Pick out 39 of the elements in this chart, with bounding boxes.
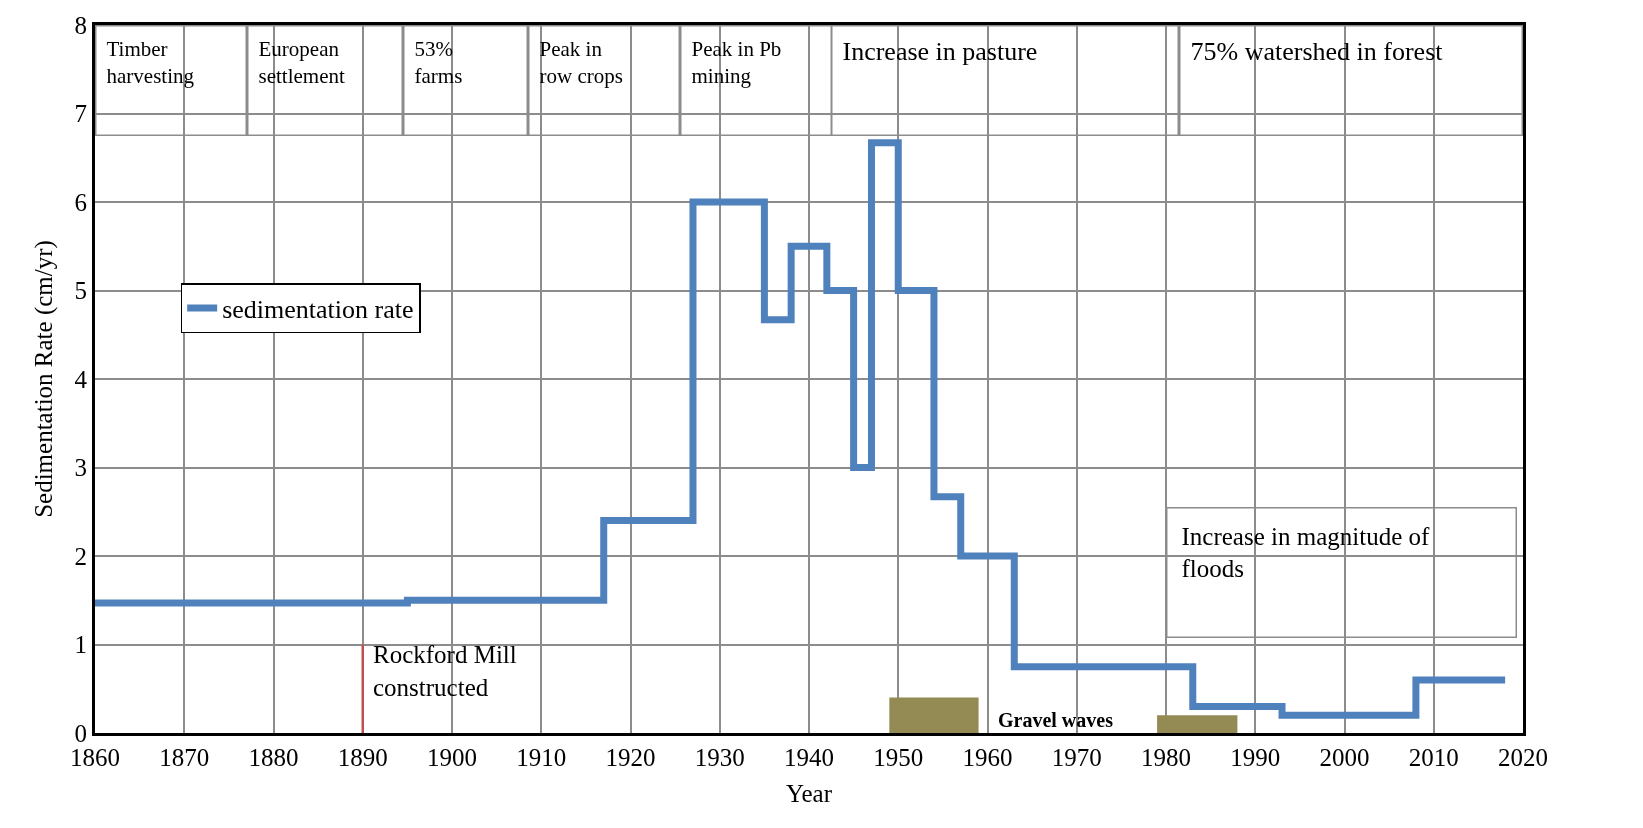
annotation: Increase in magnitude of floods	[1181, 522, 1430, 582]
legend-label: sedimentation rate	[222, 295, 414, 325]
x-tick-label: 1990	[1230, 744, 1281, 771]
annotation: Peak in Pb mining	[691, 36, 782, 88]
x-tick-label: 1950	[873, 744, 924, 771]
x-tick-label: 1910	[516, 744, 567, 771]
y-tick-label: 8	[74, 11, 87, 39]
x-tick-label: 1890	[337, 744, 388, 771]
annotation: 53% farms	[414, 36, 463, 88]
annotation: 75% watershed in forest	[1190, 36, 1444, 66]
y-tick-label: 3	[74, 454, 87, 482]
x-tick-label: 2000	[1319, 744, 1370, 771]
x-tick-label: 1900	[427, 744, 477, 771]
annotation: Peak in row crops	[539, 36, 623, 88]
y-tick-label: 1	[74, 631, 87, 659]
annotation: Timber harvesting	[106, 36, 195, 88]
y-tick-label: 6	[74, 188, 87, 216]
y-tick-label: 4	[74, 365, 88, 393]
x-tick-label: 1980	[1141, 744, 1191, 771]
y-tick-label: 2	[74, 542, 87, 570]
y-tick-label: 5	[74, 277, 87, 305]
x-tick-label: 1920	[605, 744, 656, 771]
x-tick-label: 2010	[1408, 744, 1459, 771]
annotation: Increase in pasture	[842, 36, 1038, 66]
x-tick-label: 1860	[70, 744, 120, 771]
x-tick-label: 1870	[159, 744, 210, 771]
x-tick-label: 2020	[1498, 744, 1548, 771]
x-tick-label: 1960	[962, 744, 1013, 771]
x-tick-label: 1930	[694, 744, 745, 771]
y-tick-label: 7	[74, 100, 87, 128]
x-tick-label: 1940	[784, 744, 834, 771]
y-axis-title: Sedimentation Rate (cm/yr)	[30, 240, 59, 518]
y-tick-label: 0	[74, 719, 87, 747]
annotation: Gravel waves	[998, 709, 1114, 731]
x-tick-label: 1880	[248, 744, 299, 771]
annotation: European settlement	[258, 36, 345, 88]
x-tick-label: 1970	[1051, 744, 1102, 771]
x-axis-title: Year	[785, 780, 833, 807]
annotation: Rockford Mill constructed	[373, 641, 517, 701]
